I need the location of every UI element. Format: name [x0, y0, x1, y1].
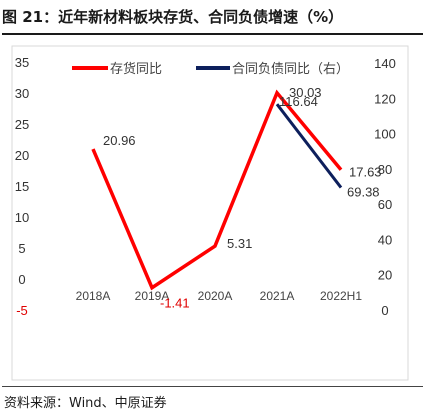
right-axis: 140 120 100 80 60 40 20 0	[374, 56, 396, 318]
left-axis: 35 30 25 20 15 10 5 0 -5	[15, 55, 29, 318]
right-tick-label: 100	[374, 127, 396, 142]
category-label: 2020A	[198, 289, 233, 303]
left-tick-label: 25	[15, 117, 29, 132]
x-axis: 2018A 2019A 2020A 2021A 2022H1	[76, 289, 363, 303]
legend: 存货同比 合同负债同比（右）	[72, 61, 349, 76]
contract-series-line	[275, 103, 343, 189]
inventory-data-label: 20.96	[103, 133, 136, 148]
line-chart-svg: 35 30 25 20 15 10 5 0 -5 140 120 100 80 60 40 20 0 2018…	[11, 45, 409, 381]
series-lines	[91, 89, 343, 291]
category-label: 2021A	[260, 289, 295, 303]
right-tick-label: 40	[378, 232, 392, 247]
left-tick-label: 5	[18, 241, 25, 256]
left-tick-label: -5	[16, 303, 28, 318]
right-tick-label: 20	[378, 268, 392, 283]
category-label: 2022H1	[320, 289, 362, 303]
source-note: 资料来源：Wind、中原证券	[4, 396, 167, 411]
right-tick-label: 120	[374, 91, 396, 106]
right-tick-label: 60	[378, 197, 392, 212]
right-tick-label: 140	[374, 56, 396, 71]
inventory-data-label: 30.03	[289, 85, 322, 100]
right-tick-label: 0	[381, 303, 388, 318]
left-tick-label: 0	[18, 272, 25, 287]
left-tick-label: 20	[15, 148, 29, 163]
category-label: 2019A	[135, 289, 170, 303]
left-tick-label: 35	[15, 55, 29, 70]
source-rule	[2, 386, 423, 387]
inventory-series-line	[91, 89, 343, 291]
chart: 35 30 25 20 15 10 5 0 -5 140 120 100 80 60 40 20 0 2018…	[0, 38, 426, 383]
inventory-data-label: -1.41	[160, 296, 190, 311]
category-label: 2018A	[76, 289, 111, 303]
data-labels: 20.96 -1.41 5.31 30.03 17.63 116.64 69.38	[103, 85, 382, 311]
inventory-data-label: 17.63	[349, 165, 382, 180]
left-tick-label: 15	[15, 179, 29, 194]
left-tick-label: 10	[15, 210, 29, 225]
title-rule	[2, 33, 423, 35]
legend-label-contract: 合同负债同比（右）	[232, 61, 349, 76]
inventory-data-label: 5.31	[227, 236, 252, 251]
contract-data-label: 69.38	[347, 185, 380, 200]
figure-title: 图 21：近年新材料板块存货、合同负债增速（%）	[2, 8, 344, 26]
plot-frame	[11, 45, 409, 381]
left-tick-label: 30	[15, 86, 29, 101]
legend-label-inventory: 存货同比	[110, 61, 162, 76]
contract-data-label: 116.64	[279, 94, 318, 109]
right-tick-label: 80	[378, 162, 392, 177]
